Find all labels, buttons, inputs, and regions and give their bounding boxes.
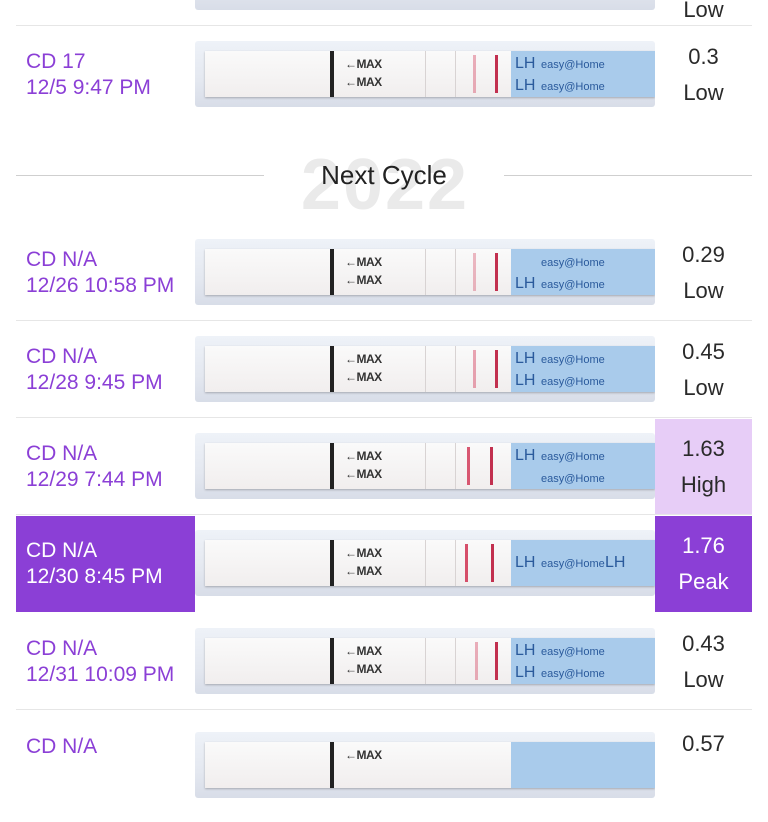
cycle-day-label: CD N/A 12/28 9:45 PM: [16, 322, 195, 418]
cycle-day: CD N/A: [26, 735, 98, 758]
lh-status: Low: [683, 278, 724, 303]
test-strip-photo: ←MAX ←MAX LH easy@Home LH easy@Home: [195, 628, 655, 694]
lh-value-cell: 1.63 High: [655, 419, 752, 515]
lh-status: Low: [683, 80, 724, 105]
cycle-day: CD N/A: [26, 345, 98, 368]
lh-value: 1.63: [682, 436, 725, 461]
cycle-day-label: CD N/A 12/26 10:58 PM: [16, 225, 195, 321]
test-row[interactable]: CD N/A 12/28 9:45 PM ←MAX ←MAX LH easy@H…: [0, 322, 768, 418]
cycle-title: Next Cycle: [321, 160, 447, 190]
lh-value: 0.3: [688, 44, 719, 69]
lh-value-cell: 0.45 Low: [655, 322, 752, 418]
lh-value: 0.43: [682, 631, 725, 656]
test-datetime: 12/28 9:45 PM: [26, 371, 163, 394]
max-line-label: ←MAX: [345, 57, 382, 71]
test-row-partial-bottom[interactable]: CD N/A ←MAX 0.57: [0, 712, 768, 808]
divider-line: [504, 175, 752, 176]
test-datetime: 12/31 10:09 PM: [26, 663, 175, 686]
lh-value: 0.57: [682, 731, 725, 756]
lh-status: Low: [683, 667, 724, 692]
test-row-partial-top[interactable]: Low: [0, 0, 768, 26]
test-row-selected[interactable]: CD N/A 12/30 8:45 PM ←MAX ←MAX LH easy@H…: [0, 516, 768, 612]
cycle-day-label: CD N/A 12/31 10:09 PM: [16, 614, 195, 710]
cycle-day-label: CD N/A: [16, 712, 195, 808]
test-strip-photo: ←MAX ←MAX LH easy@Home easy@Home: [195, 433, 655, 499]
test-datetime: 12/5 9:47 PM: [26, 76, 151, 99]
cycle-day-label: CD N/A 12/29 7:44 PM: [16, 419, 195, 515]
test-strip-photo: ←MAX ←MAX LH easy@Home LH easy@Home: [195, 41, 655, 107]
test-datetime: 12/30 8:45 PM: [26, 565, 163, 588]
test-row[interactable]: CD N/A 12/31 10:09 PM ←MAX ←MAX LH easy@…: [0, 614, 768, 710]
test-strip-photo: ←MAX ←MAX LH easy@Home LH: [195, 530, 655, 596]
test-strip-photo: ←MAX ←MAX LH easy@Home LH easy@Home: [195, 336, 655, 402]
cycle-day: CD N/A: [26, 248, 98, 271]
cycle-day: CD N/A: [26, 637, 98, 660]
max-line-label: ←MAX: [345, 75, 382, 89]
test-strip-photo: [195, 0, 655, 10]
test-strip-photo: ←MAX ←MAX easy@Home LH easy@Home: [195, 239, 655, 305]
lh-value-cell: 1.76 Peak: [655, 516, 752, 612]
lh-status: Low: [683, 375, 724, 400]
cycle-divider: 2022 Next Cycle: [0, 140, 768, 225]
lh-value-cell: 0.29 Low: [655, 225, 752, 321]
test-row[interactable]: CD N/A 12/26 10:58 PM ←MAX ←MAX easy@Hom…: [0, 225, 768, 321]
test-row[interactable]: CD N/A 12/29 7:44 PM ←MAX ←MAX LH easy@H…: [0, 419, 768, 515]
year-watermark: 2022: [300, 145, 470, 225]
test-datetime: 12/29 7:44 PM: [26, 468, 163, 491]
lh-status: High: [680, 472, 727, 497]
lh-value-cell: 0.3 Low: [655, 27, 752, 123]
divider-line: [16, 175, 264, 176]
cycle-day: CD N/A: [26, 442, 98, 465]
lh-status: Peak: [678, 569, 729, 594]
cycle-day: CD 17: [26, 50, 86, 73]
cycle-day-label: CD 17 12/5 9:47 PM: [16, 27, 195, 123]
lh-value: 1.76: [682, 533, 725, 558]
cycle-day: CD N/A: [26, 539, 98, 562]
lh-value-cell: 0.57: [655, 712, 752, 822]
lh-value-cell: 0.43 Low: [655, 614, 752, 710]
lh-value: 0.45: [682, 339, 725, 364]
cycle-day-label: CD N/A 12/30 8:45 PM: [16, 516, 195, 612]
lh-value-cell: Low: [655, 0, 752, 26]
test-strip-photo: ←MAX: [195, 732, 655, 798]
test-datetime: 12/26 10:58 PM: [26, 274, 175, 297]
lh-status: Low: [683, 0, 724, 22]
lh-value: 0.29: [682, 242, 725, 267]
test-row[interactable]: CD 17 12/5 9:47 PM ←MAX ←MAX LH easy@Hom…: [0, 27, 768, 123]
